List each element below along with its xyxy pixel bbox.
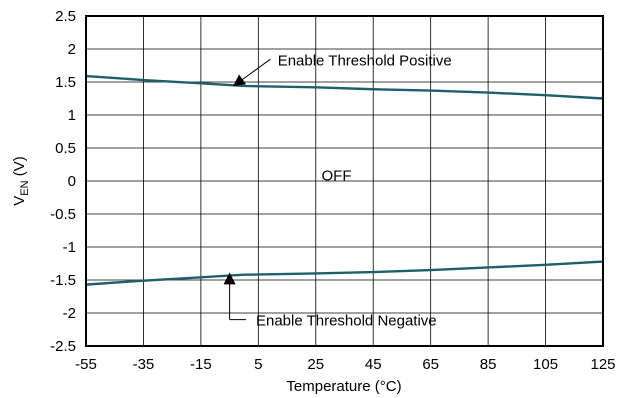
x-tick-label: 5: [254, 356, 262, 373]
x-tick-label: 85: [480, 356, 497, 373]
y-axis-title-subscript: EN: [19, 180, 31, 195]
x-axis-title: Temperature (°C): [286, 378, 401, 395]
enable-threshold-positive-line: [85, 74, 604, 100]
y-tick-label: 2: [68, 41, 76, 58]
y-axis-title-unit: (V): [11, 156, 28, 180]
annotation-label: Enable Threshold Negative: [256, 313, 437, 330]
y-tick-label: 1: [68, 107, 76, 124]
y-tick-label: -2: [63, 305, 76, 322]
x-tick-label: -35: [133, 356, 155, 373]
y-tick-label: 0.5: [55, 140, 76, 157]
x-tick-labels: -55 -35 -15 5 25 45 65 85 105 125: [75, 356, 615, 373]
plot-frame: [85, 15, 604, 347]
x-tick-label: 25: [307, 356, 324, 373]
y-tick-label: 2.5: [55, 8, 76, 25]
y-tick-label: 1.5: [55, 74, 76, 91]
y-tick-labels: 2.5 2 1.5 1 0.5 0 -0.5 -1 -1.5 -2 -2.5: [50, 8, 76, 355]
y-tick-label: 0: [68, 173, 76, 190]
off-region-label: OFF: [322, 167, 352, 184]
y-axis-title: VEN (V): [11, 156, 31, 205]
annotation-layer: Enable Threshold Positive OFF Enable Thres…: [223, 53, 452, 330]
annotation-label: Enable Threshold Positive: [278, 53, 452, 70]
x-tick-label: -15: [190, 356, 212, 373]
annotation-arrow: [232, 59, 271, 87]
x-tick-label: 65: [422, 356, 439, 373]
x-tick-label: 105: [533, 356, 558, 373]
x-tick-label: -55: [75, 356, 97, 373]
x-tick-label: 125: [590, 356, 615, 373]
y-tick-label: -1: [63, 239, 76, 256]
y-tick-label: -2.5: [50, 338, 76, 355]
y-axis-title-main: V: [11, 196, 28, 206]
y-tick-label: -0.5: [50, 206, 76, 223]
x-tick-label: 45: [365, 356, 382, 373]
enable-threshold-negative-line: [85, 260, 604, 286]
series-layer: [85, 74, 604, 286]
y-tick-label: -1.5: [50, 272, 76, 289]
